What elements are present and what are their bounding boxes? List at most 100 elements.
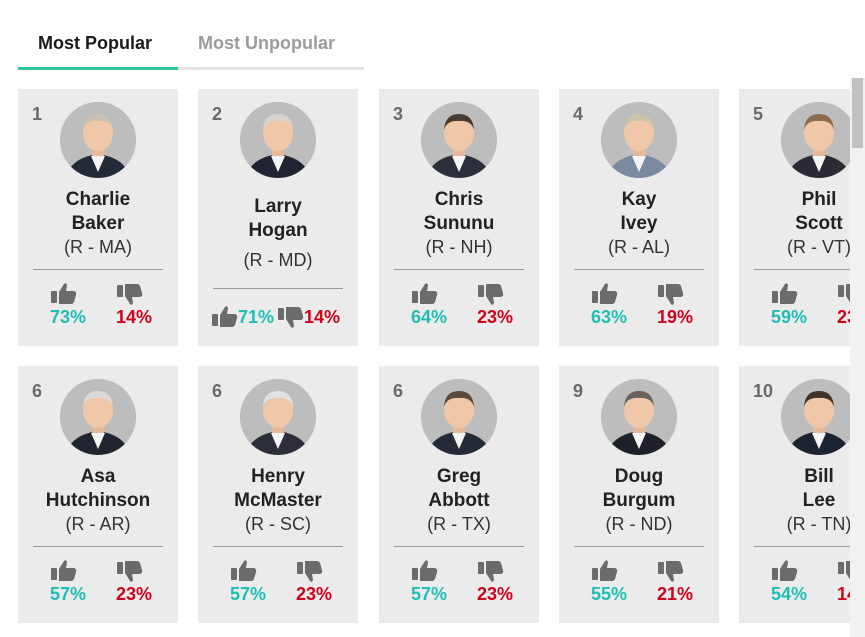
governor-avatar [421, 379, 497, 455]
last-name: Lee [802, 490, 836, 511]
rank-number: 3 [393, 104, 404, 124]
ranking-tabs: Most Popular Most Unpopular [18, 24, 364, 70]
party-state: (R - MA) [64, 237, 132, 257]
governor-avatar [240, 102, 316, 178]
disapprove-percentage: 23% [476, 584, 514, 604]
governor-name: Henry McMaster [198, 465, 358, 513]
first-name: Phil [801, 189, 837, 210]
card-divider [574, 269, 704, 270]
approve-percentage: 71% [238, 307, 275, 327]
scrollbar-thumb[interactable] [852, 78, 863, 148]
first-name: Chris [434, 189, 484, 210]
first-name: Asa [80, 466, 116, 487]
disapprove-percentage: 21% [656, 584, 694, 604]
last-name: Sununu [423, 213, 495, 234]
governor-name: Phil Scott [739, 188, 865, 236]
tabs-baseline [18, 67, 364, 70]
thumbs-down-icon [478, 284, 504, 306]
governor-card[interactable]: 9 Doug Burgum (R - ND) 55% 21% [559, 366, 719, 623]
rank-number: 1 [32, 104, 43, 124]
governor-card[interactable]: 6 Henry McMaster (R - SC) 57% 23% [198, 366, 358, 623]
governor-card[interactable]: 3 Chris Sununu (R - NH) 64% 23% [379, 89, 539, 346]
card-divider [394, 269, 524, 270]
card-divider [33, 269, 163, 270]
governor-card[interactable]: 2 Larry Hogan (R - MD) 71% 14% [198, 89, 358, 346]
disapprove-percentage: 23% [476, 307, 514, 327]
card-divider [574, 546, 704, 547]
thumbs-down-icon [278, 307, 304, 329]
party-state: (R - ND) [605, 514, 673, 534]
thumbs-up-icon [212, 305, 238, 327]
first-name: Kay [621, 189, 657, 210]
governor-name: Asa Hutchinson [18, 465, 178, 513]
governor-avatar [60, 379, 136, 455]
rank-number: 5 [753, 104, 764, 124]
party-state: (R - TX) [427, 514, 491, 534]
last-name: Ivey [620, 213, 658, 234]
thumbs-down-icon [478, 561, 504, 583]
party-state: (R - SC) [245, 514, 311, 534]
page-scrollbar[interactable] [850, 78, 865, 637]
governor-avatar [601, 379, 677, 455]
disapprove-percentage: 14% [304, 307, 341, 327]
thumbs-down-icon [117, 561, 143, 583]
approve-percentage: 54% [770, 584, 808, 604]
card-divider [394, 546, 524, 547]
governor-avatar [60, 102, 136, 178]
governor-name: Chris Sununu [379, 188, 539, 236]
last-name: Hogan [248, 220, 308, 241]
thumbs-up-icon [231, 559, 257, 581]
thumbs-down-icon [297, 561, 323, 583]
thumbs-up-icon [772, 282, 798, 304]
thumbs-up-icon [51, 282, 77, 304]
thumbs-up-icon [772, 559, 798, 581]
last-name: Abbott [428, 490, 490, 511]
rank-number: 6 [32, 381, 43, 401]
approve-percentage: 57% [229, 584, 267, 604]
active-tab-indicator [18, 67, 178, 70]
last-name: Baker [71, 213, 125, 234]
thumbs-up-icon [592, 559, 618, 581]
last-name: Hutchinson [45, 490, 151, 511]
party-state: (R - TN) [786, 514, 852, 534]
approve-percentage: 63% [590, 307, 628, 327]
governor-avatar [781, 379, 857, 455]
governor-name: Larry Hogan [198, 195, 358, 243]
governor-name: Greg Abbott [379, 465, 539, 513]
card-divider [213, 288, 343, 289]
governor-name: Doug Burgum [559, 465, 719, 513]
disapprove-percentage: 19% [656, 307, 694, 327]
disapprove-percentage: 14% [115, 307, 153, 327]
party-state: (R - AR) [65, 514, 131, 534]
governor-card[interactable]: 4 Kay Ivey (R - AL) 63% 19% [559, 89, 719, 346]
thumbs-up-icon [412, 559, 438, 581]
governor-card[interactable]: 6 Asa Hutchinson (R - AR) 57% 23% [18, 366, 178, 623]
thumbs-down-icon [117, 284, 143, 306]
governor-card[interactable]: 1 Charlie Baker (R - MA) 73% 14% [18, 89, 178, 346]
approve-percentage: 55% [590, 584, 628, 604]
rank-number: 4 [573, 104, 584, 124]
thumbs-down-icon [658, 561, 684, 583]
governor-card[interactable]: 6 Greg Abbott (R - TX) 57% 23% [379, 366, 539, 623]
governor-avatar [781, 102, 857, 178]
first-name: Greg [436, 466, 482, 487]
party-state: (R - MD) [243, 250, 313, 270]
approve-percentage: 57% [410, 584, 448, 604]
tab-most-popular[interactable]: Most Popular [38, 33, 153, 53]
rank-number: 6 [393, 381, 404, 401]
party-state: (R - AL) [607, 237, 670, 257]
last-name: Scott [795, 213, 843, 234]
first-name: Charlie [65, 189, 131, 210]
rank-number: 9 [573, 381, 584, 401]
governor-name: Kay Ivey [559, 188, 719, 236]
governor-name: Bill Lee [739, 465, 865, 513]
disapprove-percentage: 23% [295, 584, 333, 604]
card-divider [213, 546, 343, 547]
first-name: Doug [614, 466, 664, 487]
thumbs-up-icon [51, 559, 77, 581]
tab-most-unpopular[interactable]: Most Unpopular [198, 33, 335, 53]
thumbs-up-icon [412, 282, 438, 304]
thumbs-up-icon [592, 282, 618, 304]
